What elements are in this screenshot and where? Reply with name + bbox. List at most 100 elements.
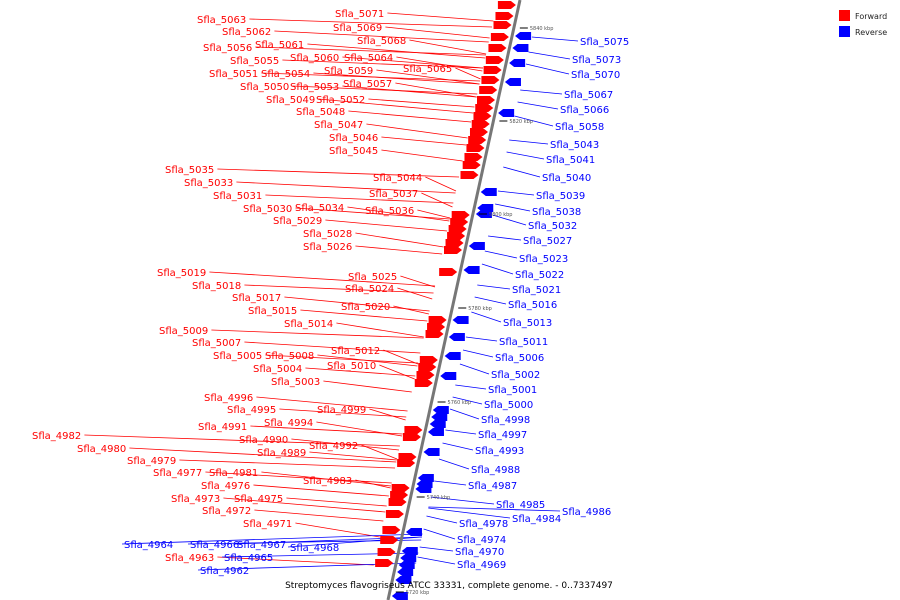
gene-label[interactable]: Sfla_4977 xyxy=(153,468,202,479)
gene-label[interactable]: Sfla_5049 xyxy=(266,95,315,106)
gene-label[interactable]: Sfla_4984 xyxy=(512,514,561,525)
gene-label[interactable]: Sfla_5069 xyxy=(333,23,382,34)
gene-label[interactable]: Sfla_4986 xyxy=(562,507,611,518)
gene-label[interactable]: Sfla_5036 xyxy=(365,206,414,217)
gene-label[interactable]: Sfla_5075 xyxy=(580,37,629,48)
gene-label[interactable]: Sfla_4965 xyxy=(224,553,273,564)
gene-label[interactable]: Sfla_5029 xyxy=(273,216,322,227)
gene-label[interactable]: Sfla_5027 xyxy=(523,236,572,247)
gene-label[interactable]: Sfla_4980 xyxy=(77,444,126,455)
gene-label[interactable]: Sfla_5021 xyxy=(512,285,561,296)
gene-label[interactable]: Sfla_5068 xyxy=(357,36,406,47)
gene-label[interactable]: Sfla_5053 xyxy=(290,82,339,93)
gene-label[interactable]: Sfla_5000 xyxy=(484,400,533,411)
gene-label[interactable]: Sfla_4969 xyxy=(457,560,506,571)
gene-label[interactable]: Sfla_5007 xyxy=(192,338,241,349)
gene-label[interactable]: Sfla_4985 xyxy=(496,500,545,511)
gene-label[interactable]: Sfla_5043 xyxy=(550,140,599,151)
gene-label[interactable]: Sfla_5061 xyxy=(255,40,304,51)
gene-label[interactable]: Sfla_4973 xyxy=(171,494,220,505)
gene-label[interactable]: Sfla_5018 xyxy=(192,281,241,292)
gene-label[interactable]: Sfla_5057 xyxy=(343,79,392,90)
gene-label[interactable]: Sfla_4967 xyxy=(237,540,286,551)
gene-label[interactable]: Sfla_5030 xyxy=(243,204,292,215)
gene-label[interactable]: Sfla_5073 xyxy=(572,55,621,66)
gene-label[interactable]: Sfla_5003 xyxy=(271,377,320,388)
gene-label[interactable]: Sfla_5039 xyxy=(536,191,585,202)
gene-label[interactable]: Sfla_4999 xyxy=(317,405,366,416)
gene-label[interactable]: Sfla_5064 xyxy=(344,53,393,64)
gene-label[interactable]: Sfla_4972 xyxy=(202,506,251,517)
gene-label[interactable]: Sfla_5012 xyxy=(331,346,380,357)
gene-label[interactable]: Sfla_5071 xyxy=(335,9,384,20)
gene-label[interactable]: Sfla_4991 xyxy=(198,422,247,433)
gene-label[interactable]: Sfla_5016 xyxy=(508,300,557,311)
gene-label[interactable]: Sfla_4966 xyxy=(190,540,239,551)
gene-label[interactable]: Sfla_5060 xyxy=(290,53,339,64)
gene-label[interactable]: Sfla_5035 xyxy=(165,165,214,176)
gene-label[interactable]: Sfla_4990 xyxy=(239,435,288,446)
gene-label[interactable]: Sfla_4996 xyxy=(204,393,253,404)
gene-label[interactable]: Sfla_5015 xyxy=(248,306,297,317)
gene-label[interactable]: Sfla_5046 xyxy=(329,133,378,144)
gene-label[interactable]: Sfla_5070 xyxy=(571,70,620,81)
gene-label[interactable]: Sfla_4987 xyxy=(468,481,517,492)
gene-label[interactable]: Sfla_5033 xyxy=(184,178,233,189)
gene-label[interactable]: Sfla_4968 xyxy=(290,543,339,554)
gene-label[interactable]: Sfla_5028 xyxy=(303,229,352,240)
gene-label[interactable]: Sfla_5044 xyxy=(373,173,422,184)
gene-label[interactable]: Sfla_5051 xyxy=(209,69,258,80)
gene-label[interactable]: Sfla_5034 xyxy=(295,203,344,214)
gene-label[interactable]: Sfla_5009 xyxy=(159,326,208,337)
gene-label[interactable]: Sfla_5006 xyxy=(495,353,544,364)
gene-label[interactable]: Sfla_5026 xyxy=(303,242,352,253)
gene-label[interactable]: Sfla_5004 xyxy=(253,364,302,375)
gene-label[interactable]: Sfla_4989 xyxy=(257,448,306,459)
gene-label[interactable]: Sfla_5020 xyxy=(341,302,390,313)
gene-label[interactable]: Sfla_5005 xyxy=(213,351,262,362)
gene-label[interactable]: Sfla_5032 xyxy=(528,221,577,232)
gene-label[interactable]: Sfla_5037 xyxy=(369,189,418,200)
gene-label[interactable]: Sfla_4993 xyxy=(475,446,524,457)
gene-label[interactable]: Sfla_5055 xyxy=(230,56,279,67)
gene-label[interactable]: Sfla_4997 xyxy=(478,430,527,441)
gene-label[interactable]: Sfla_5019 xyxy=(157,268,206,279)
gene-label[interactable]: Sfla_5002 xyxy=(491,370,540,381)
gene-label[interactable]: Sfla_5017 xyxy=(232,293,281,304)
gene-label[interactable]: Sfla_5045 xyxy=(329,146,378,157)
gene-label[interactable]: Sfla_4976 xyxy=(201,481,250,492)
gene-label[interactable]: Sfla_5047 xyxy=(314,120,363,131)
gene-label[interactable]: Sfla_4975 xyxy=(234,494,283,505)
gene-label[interactable]: Sfla_5001 xyxy=(488,385,537,396)
gene-label[interactable]: Sfla_5065 xyxy=(403,64,452,75)
gene-label[interactable]: Sfla_4978 xyxy=(459,519,508,530)
gene-label[interactable]: Sfla_5022 xyxy=(515,270,564,281)
gene-label[interactable]: Sfla_5058 xyxy=(555,122,604,133)
gene-label[interactable]: Sfla_5024 xyxy=(345,284,394,295)
gene-label[interactable]: Sfla_5013 xyxy=(503,318,552,329)
gene-label[interactable]: Sfla_5054 xyxy=(261,69,310,80)
gene-label[interactable]: Sfla_5052 xyxy=(316,95,365,106)
gene-label[interactable]: Sfla_5038 xyxy=(532,207,581,218)
gene-label[interactable]: Sfla_5041 xyxy=(546,155,595,166)
gene-label[interactable]: Sfla_5067 xyxy=(564,90,613,101)
gene-label[interactable]: Sfla_5014 xyxy=(284,319,333,330)
gene-label[interactable]: Sfla_4992 xyxy=(309,441,358,452)
gene-label[interactable]: Sfla_5063 xyxy=(197,15,246,26)
gene-label[interactable]: Sfla_5010 xyxy=(327,361,376,372)
gene-label[interactable]: Sfla_4962 xyxy=(200,566,249,577)
gene-label[interactable]: Sfla_4963 xyxy=(165,553,214,564)
gene-label[interactable]: Sfla_5008 xyxy=(265,351,314,362)
gene-label[interactable]: Sfla_4971 xyxy=(243,519,292,530)
gene-label[interactable]: Sfla_4979 xyxy=(127,456,176,467)
gene-label[interactable]: Sfla_5056 xyxy=(203,43,252,54)
gene-label[interactable]: Sfla_4982 xyxy=(32,431,81,442)
gene-label[interactable]: Sfla_4981 xyxy=(209,468,258,479)
gene-label[interactable]: Sfla_5040 xyxy=(542,173,591,184)
gene-label[interactable]: Sfla_5031 xyxy=(213,191,262,202)
gene-label[interactable]: Sfla_5059 xyxy=(324,66,373,77)
gene-label[interactable]: Sfla_5066 xyxy=(560,105,609,116)
gene-label[interactable]: Sfla_5050 xyxy=(240,82,289,93)
gene-label[interactable]: Sfla_4964 xyxy=(124,540,173,551)
gene-label[interactable]: Sfla_4974 xyxy=(457,535,506,546)
